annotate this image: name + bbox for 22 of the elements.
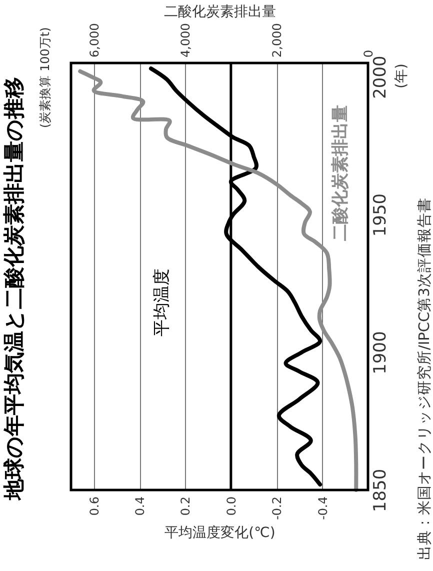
text: 地球の年平均気温と二酸化炭素排出量の推移 bbox=[2, 77, 26, 501]
y-tick-label: 1900 bbox=[370, 331, 390, 374]
x-axis-title: 平均温度変化(℃) bbox=[164, 524, 276, 541]
x2-tick-label: 4,000 bbox=[178, 23, 193, 58]
x2-tick-label: 0 bbox=[362, 50, 376, 58]
y-tick-label: 2000 bbox=[370, 56, 390, 99]
y-tick-label: 1950 bbox=[370, 193, 390, 237]
x-tick-label: 0.6 bbox=[87, 496, 102, 516]
x-tick-label: 0.2 bbox=[178, 496, 193, 516]
x-tick-label: -0.2 bbox=[270, 496, 284, 520]
y-axis-title: (年) bbox=[394, 64, 410, 88]
source-note: 出典：米国オークリッジ研究所/IPCC第3次評価報告書 bbox=[416, 198, 433, 560]
y-tick-label: 1850 bbox=[370, 468, 390, 512]
x-tick-label: 0.0 bbox=[224, 496, 238, 516]
text: (炭素換算 100万t) bbox=[38, 27, 52, 128]
text: 平均温度 bbox=[152, 268, 172, 337]
x2-axis-title: 二酸化炭素排出量 bbox=[164, 4, 276, 20]
text: 二酸化炭素排出量 bbox=[330, 105, 350, 242]
x2-tick-label: 2,000 bbox=[270, 23, 284, 58]
x-tick-label: -0.4 bbox=[316, 496, 330, 520]
x-tick-label: 0.4 bbox=[133, 496, 148, 516]
x2-tick-label: 6,000 bbox=[87, 23, 102, 58]
